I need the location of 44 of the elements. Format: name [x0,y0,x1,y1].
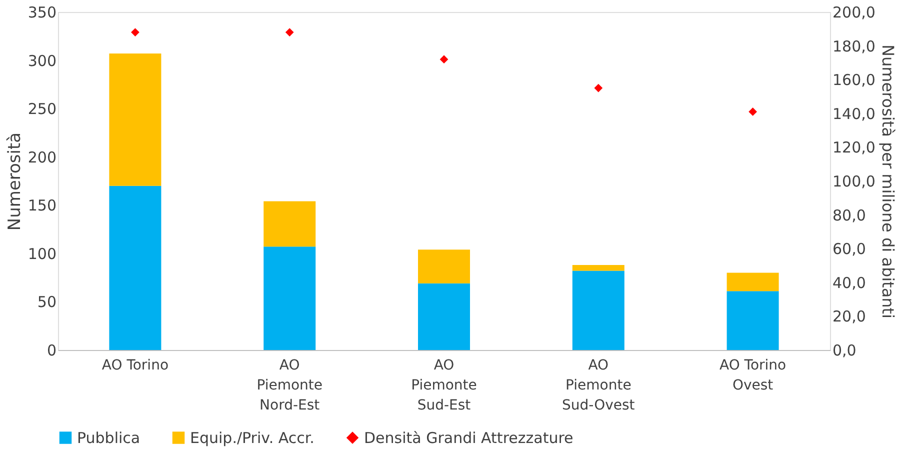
y2-tick-label: 100,0 [832,172,876,190]
y-tick-label: 50 [37,293,56,312]
y2-tick-label: 60,0 [832,240,866,258]
legend-label: Densità Grandi Attrezzature [364,428,574,447]
bar [264,246,316,350]
y-tick-label: 350 [28,4,56,22]
bar [726,272,779,292]
point [440,55,448,64]
x-tick-label: AO Piemonte Sud-Ovest [562,358,636,414]
y2-tick-label: 80,0 [832,206,866,224]
bar [572,265,624,271]
y-tick-label: 250 [28,100,56,118]
point [131,28,140,36]
y2-tick-label: 20,0 [832,308,866,326]
y2-tick-label: 160,0 [832,71,876,90]
point [285,28,294,36]
y2-tick-label: 40,0 [832,274,866,292]
point [594,84,603,92]
y2-tick-label: 200,0 [832,4,876,22]
x-tick-label: AO Piemonte Nord-Est [256,358,323,414]
bar [109,186,162,350]
y2-tick-label: 0,0 [832,342,856,360]
y-tick-label: 100 [28,244,56,263]
y2-tick-label: 180,0 [832,37,876,56]
legend-label: Equip./Priv. Accr. [190,428,314,447]
bar [418,250,470,284]
x-tick-label: AO Torino Ovest [719,358,786,394]
bar [726,291,779,350]
y2-tick-label: 140,0 [832,104,876,123]
y2-axis-title: Numerosità per milione di abitanti [878,44,898,318]
y-tick-label: 0 [46,342,56,360]
legend-label: Pubblica [77,428,140,447]
y-axis-title: Numerosità [4,132,25,231]
y-tick-label: 150 [28,196,56,215]
bar [418,283,470,350]
bar [109,54,162,186]
y2-tick-label: 120,0 [832,138,876,157]
x-tick-label: AO Piemonte Sud-Est [411,358,477,414]
x-tick-label: AO Torino [102,358,169,374]
y-tick-label: 300 [28,52,56,70]
point [748,108,757,116]
y-tick-label: 200 [28,148,56,166]
bar [264,201,316,247]
bar [572,270,624,350]
